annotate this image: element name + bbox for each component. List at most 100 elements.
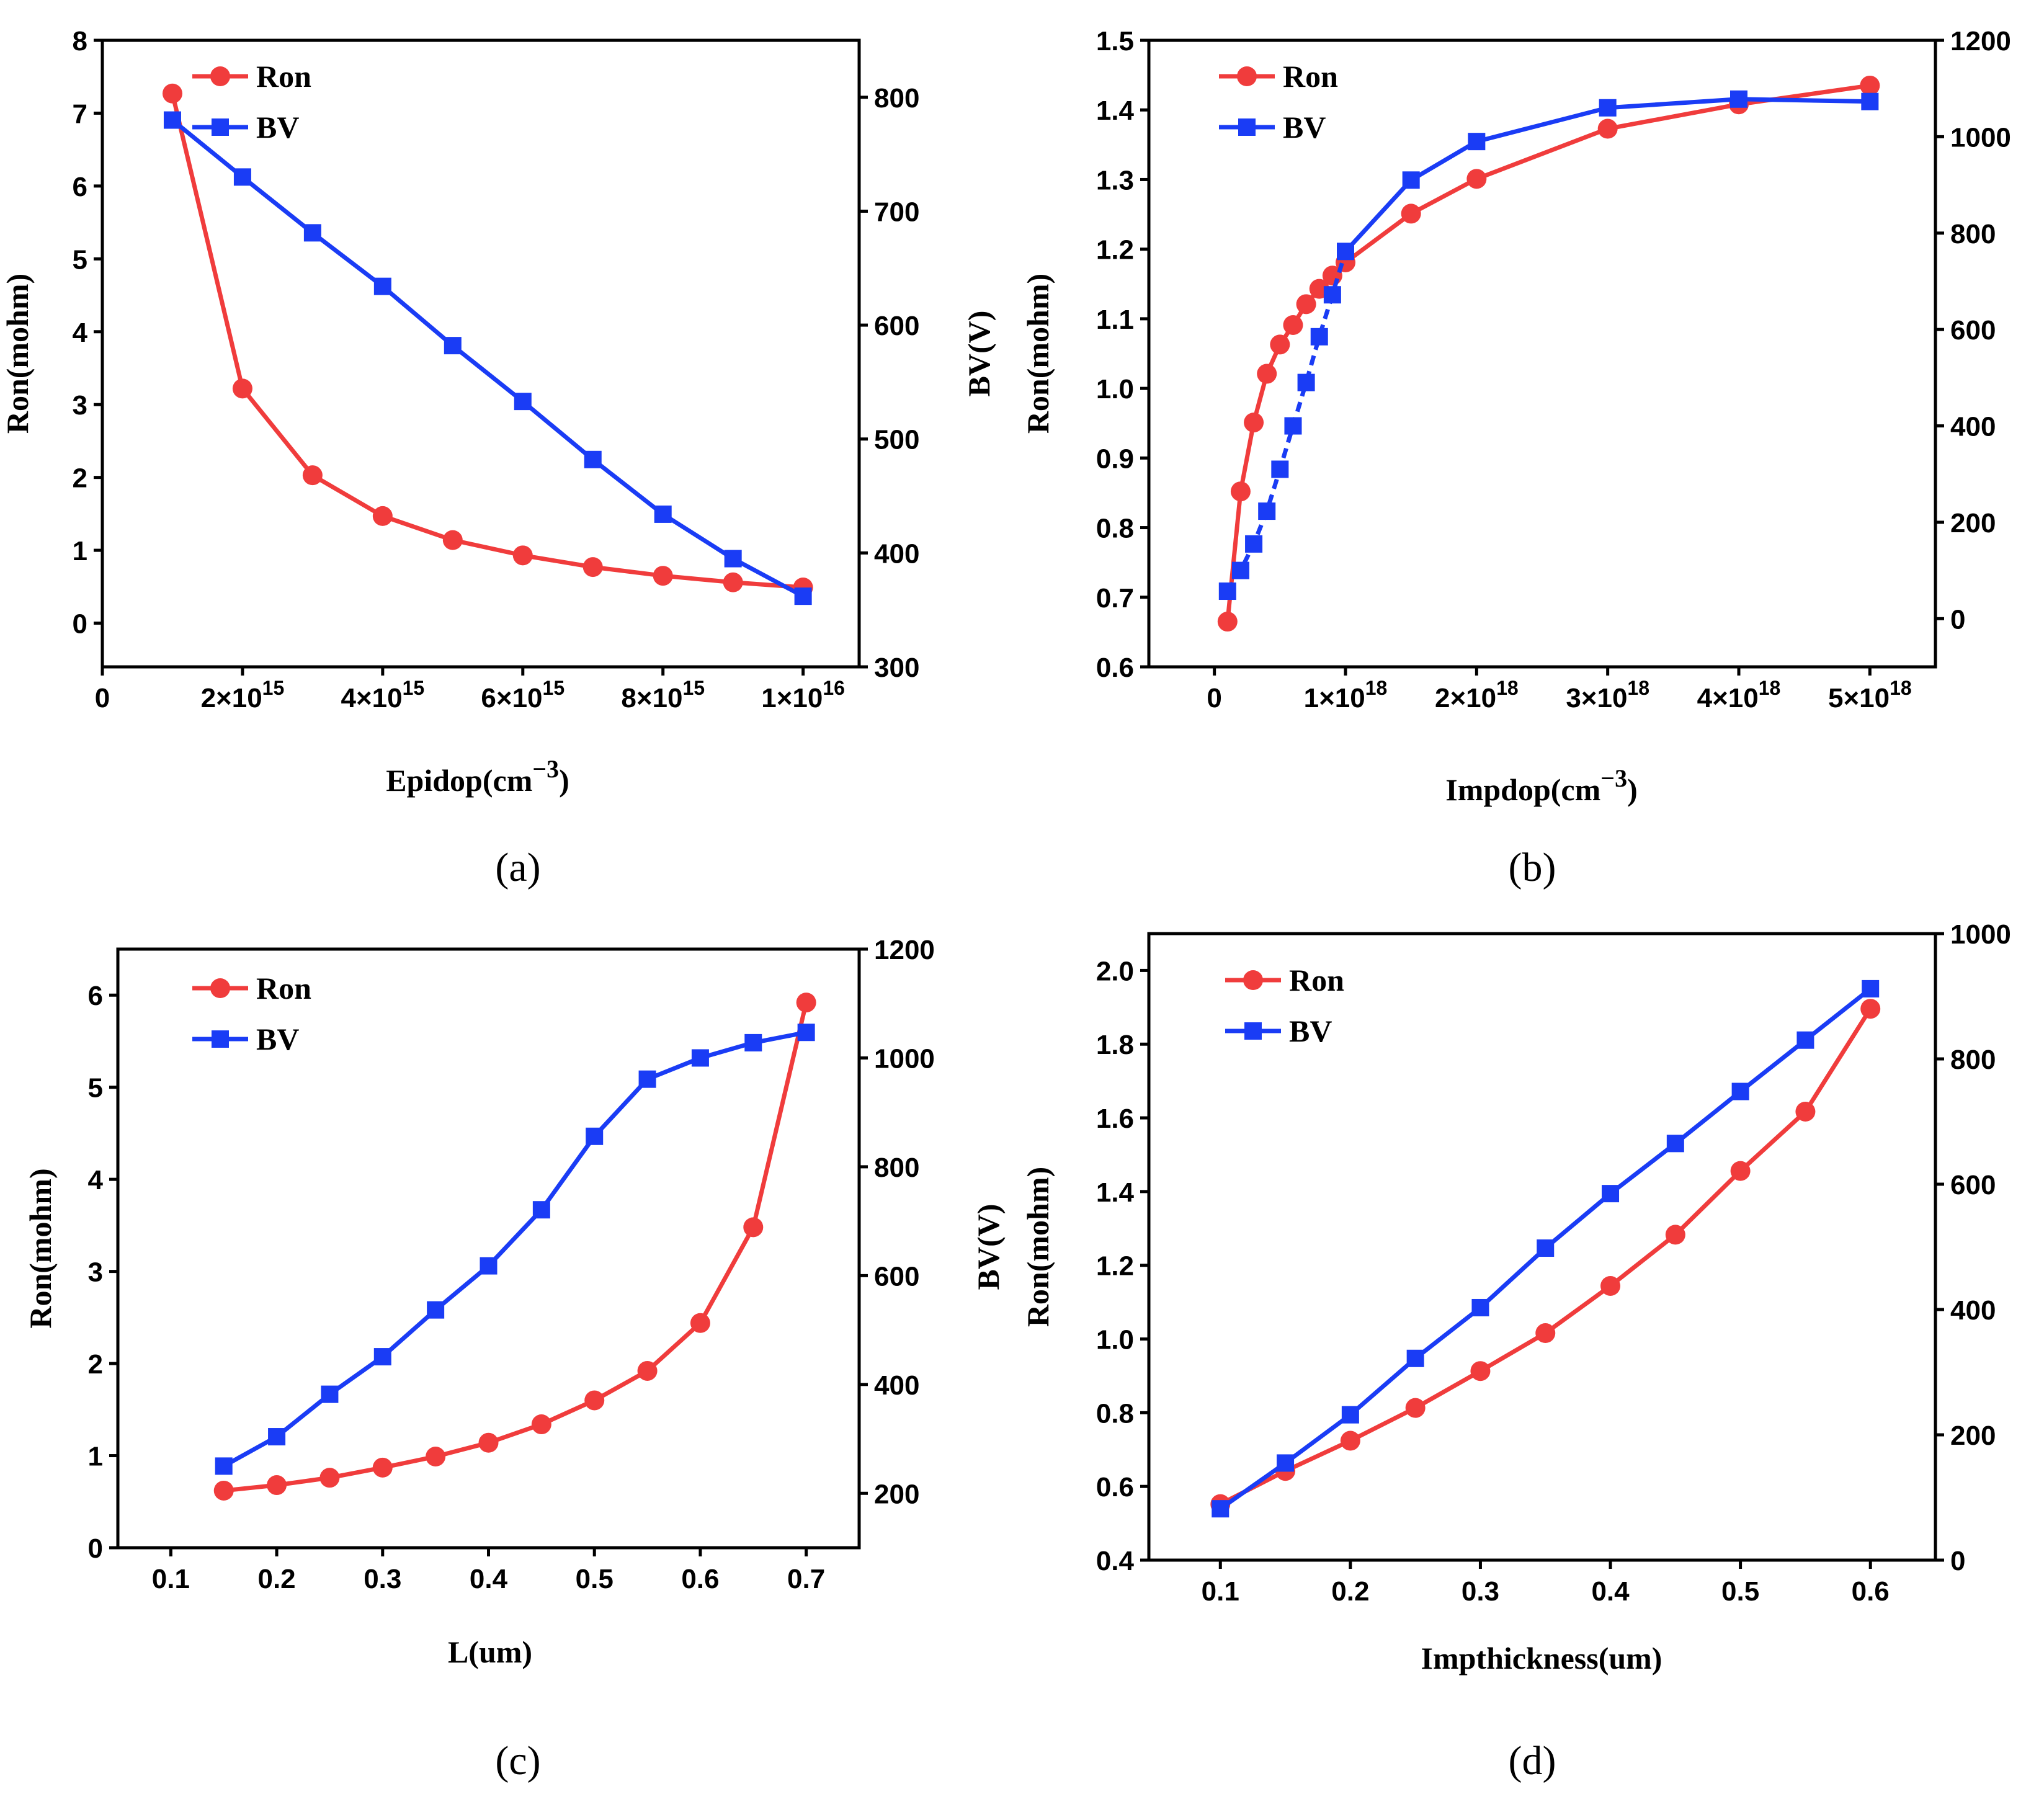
y-tick-label: 1.4 <box>1096 1177 1135 1208</box>
y-tick-label: 0 <box>73 609 87 640</box>
data-point <box>444 337 462 355</box>
x-tick-base: 8×10 <box>621 683 682 713</box>
plot-frame <box>100 38 861 669</box>
y-tick-label: 1.8 <box>1096 1030 1134 1060</box>
data-point <box>1297 373 1315 391</box>
data-point <box>1470 1361 1491 1381</box>
y2-tick-label: 0 <box>1950 1546 1965 1576</box>
series-ron <box>213 993 816 1501</box>
data-point <box>1323 286 1341 304</box>
y2-tick-label: 800 <box>874 83 919 114</box>
x-tick-label: 0 <box>1207 683 1221 713</box>
legend-marker <box>212 118 229 136</box>
y-tick-label: 4 <box>73 318 88 348</box>
x-tick-label: 0.2 <box>257 1564 295 1594</box>
legend-marker <box>1243 970 1263 990</box>
data-point <box>1217 612 1238 632</box>
data-point <box>1405 1398 1426 1418</box>
x-tick-base: 1×10 <box>1304 683 1365 713</box>
legend-label: BV <box>256 1022 299 1056</box>
data-point <box>215 1457 233 1475</box>
x-tick-base: 1×10 <box>761 683 823 713</box>
y-tick-label: 1 <box>73 536 87 566</box>
data-point <box>426 1447 446 1467</box>
data-point <box>1402 171 1420 189</box>
y-axis-title: Ron(mohm) <box>23 1168 58 1328</box>
x-tick-exponent: 18 <box>1627 677 1649 699</box>
x-tick-base: 0.2 <box>1331 1576 1369 1607</box>
data-point <box>233 168 251 186</box>
data-point <box>1730 90 1747 108</box>
chart-panel-2: 0 1×1018 2×1018 3×1018 4×1018 5×10180.60.70.8… <box>1020 26 2011 890</box>
x-tick-label: 0 <box>95 683 110 713</box>
y-tick-label: 1.1 <box>1096 305 1134 335</box>
data-point <box>303 224 321 242</box>
data-point <box>724 550 742 568</box>
series-bv <box>1212 980 1880 1518</box>
x-tick-base: 4×10 <box>1697 683 1759 713</box>
legend-marker <box>1244 1022 1262 1040</box>
data-point <box>1796 1031 1814 1049</box>
legend-label: Ron <box>256 59 311 94</box>
data-point <box>319 1468 340 1488</box>
x-tick-base: 0.2 <box>257 1564 295 1594</box>
data-point <box>796 993 816 1013</box>
x-tick-base: 0.5 <box>576 1564 614 1594</box>
data-point <box>638 1070 656 1088</box>
series-line-dashed <box>1225 251 1348 592</box>
data-point <box>1602 1185 1620 1203</box>
legend-marker <box>1237 66 1257 86</box>
series-bv <box>163 111 812 605</box>
panel-caption: (b) <box>1509 845 1556 890</box>
data-point <box>1401 203 1421 224</box>
y2-tick-label: 500 <box>874 425 919 455</box>
y2-tick-label: 1000 <box>1950 919 2011 950</box>
y-tick-label: 5 <box>88 1073 103 1104</box>
data-point <box>1257 364 1277 384</box>
y-tick-label: 0.4 <box>1096 1546 1135 1576</box>
data-point <box>691 1049 709 1067</box>
series-line <box>223 1030 807 1468</box>
legend-marker <box>212 1030 229 1048</box>
y-tick-label: 1.5 <box>1096 26 1134 56</box>
y2-tick-label: 600 <box>874 311 919 341</box>
data-point <box>584 1390 605 1411</box>
x-tick-base: 0.3 <box>1462 1576 1499 1607</box>
data-point <box>427 1301 445 1319</box>
x-tick-exponent: 15 <box>403 677 425 699</box>
data-point <box>1284 417 1302 435</box>
y2-tick-label: 600 <box>874 1261 919 1292</box>
chart-panel-4: 0.1 0.2 0.3 0.4 0.5 0.6 0.4 0.6 0.8 1.0 1.2 1.4 1.6 1… <box>971 919 2011 1783</box>
y-tick-label: 1.0 <box>1096 1325 1134 1355</box>
x-tick-base: 0.1 <box>1202 1576 1239 1607</box>
y2-tick-label: 400 <box>874 1370 919 1401</box>
x-tick-base: 0.1 <box>152 1564 190 1594</box>
data-point <box>1212 1500 1230 1518</box>
y2-tick-label: 600 <box>1950 1170 1996 1200</box>
data-point <box>1599 99 1617 117</box>
x-tick-label: 4×1018 <box>1697 677 1781 713</box>
series-ron <box>162 83 813 597</box>
y-tick-label: 3 <box>88 1257 103 1288</box>
x-tick-base: 0.6 <box>681 1564 719 1594</box>
data-point <box>1270 334 1290 355</box>
x-tick-base: 0.4 <box>1591 1576 1630 1607</box>
y2-tick-label: 1000 <box>874 1043 935 1074</box>
data-point <box>302 465 323 486</box>
x-axis-title: L(um) <box>448 1635 532 1669</box>
data-point <box>1666 1135 1684 1153</box>
data-point <box>1597 118 1618 139</box>
x-tick-label: 0.1 <box>152 1564 190 1594</box>
y-tick-label: 0.9 <box>1096 444 1134 474</box>
series-bv <box>1218 90 1879 600</box>
data-point <box>480 1257 498 1275</box>
data-point <box>582 557 603 578</box>
x-tick-base: 0.7 <box>787 1564 825 1594</box>
y-tick-label: 0.7 <box>1096 583 1134 614</box>
y-axis-title: Ron(mohm) <box>1020 274 1055 434</box>
x-tick-label: 5×1018 <box>1828 677 1912 713</box>
data-point <box>321 1385 339 1403</box>
y-tick-label: 0.8 <box>1096 514 1134 544</box>
x-tick-label: 1×1018 <box>1304 677 1388 713</box>
y2-tick-label: 400 <box>1950 412 1996 442</box>
